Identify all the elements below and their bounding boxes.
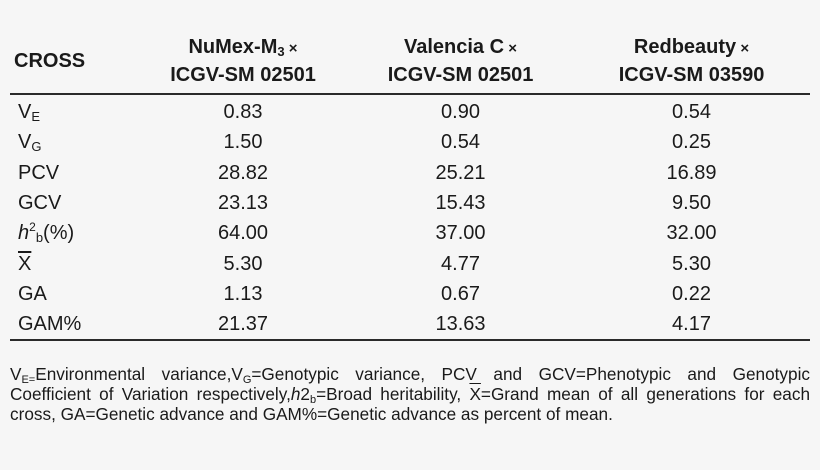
table-header-row: CROSS NuMex-M3 × ICGV-SM 02501 Valencia …: [10, 34, 810, 95]
subscript: b: [35, 230, 44, 246]
x-bar-symbol: X: [18, 252, 32, 275]
label-text: h: [18, 222, 30, 245]
subscript: b: [309, 394, 317, 406]
header-cross-1: NuMex-M3 × ICGV-SM 02501: [138, 34, 348, 95]
cell-value: 1.13: [223, 282, 263, 305]
row-label: VE: [10, 94, 138, 127]
cell-value: 1.50: [223, 131, 263, 154]
table-row-heritability: h2b(%) 64.00 37.00 32.00: [10, 218, 810, 248]
footnote-text: 2: [300, 384, 310, 404]
footnote-text: h: [290, 384, 301, 404]
header-cross-1-line1: NuMex-M3 ×: [138, 34, 348, 62]
cell-value: 37.00: [435, 222, 486, 245]
cell-value: 64.00: [217, 222, 269, 245]
row-label: h2b(%): [10, 218, 138, 248]
header-cross-1-line2: ICGV-SM 02501: [170, 64, 316, 86]
header-text: NuMex-M: [188, 36, 278, 58]
cell-value: 23.13: [217, 192, 269, 215]
cell-value: 5.30: [223, 252, 263, 275]
cell-value: 0.83: [223, 101, 263, 124]
header-cross-2-line1: Valencia C ×: [348, 34, 573, 62]
header-cross-3: Redbeauty × ICGV-SM 03590: [573, 34, 810, 95]
header-cross-2: Valencia C × ICGV-SM 02501: [348, 34, 573, 95]
subscript: E: [31, 109, 41, 125]
row-label: X: [10, 248, 138, 278]
footnote-text: =Broad heritability,: [316, 384, 470, 404]
header-text: Valencia C: [404, 36, 505, 58]
times-symbol: ×: [504, 40, 517, 57]
label-text: (%): [43, 222, 75, 245]
cell-value: 13.63: [348, 309, 573, 342]
row-label: PCV: [18, 161, 60, 184]
header-cross-3-line1: Redbeauty ×: [573, 34, 810, 62]
row-label: GCV: [18, 192, 62, 215]
header-cross: CROSS: [10, 34, 138, 95]
cell-value: 25.21: [435, 161, 486, 184]
subscript: E=: [21, 374, 36, 386]
table-row-pcv: PCV 28.82 25.21 16.89: [10, 158, 810, 188]
cell-value: 15.43: [435, 192, 486, 215]
cell-value: 0.54: [672, 101, 711, 124]
times-symbol: ×: [736, 40, 750, 57]
row-label: GAM%: [10, 309, 138, 342]
table-footnote: VE=Environmental variance,VG=Genotypic v…: [10, 364, 810, 424]
subscript: G: [31, 139, 42, 155]
x-bar-symbol: X: [469, 384, 481, 404]
cell-value: 0.22: [672, 282, 711, 305]
row-label: GA: [18, 282, 47, 305]
cell-value: 32.00: [666, 222, 717, 245]
cell-value: 0.25: [672, 131, 711, 154]
label-text: V: [18, 101, 32, 124]
row-label: VG: [10, 127, 138, 157]
cell-value: 9.50: [672, 192, 711, 215]
header-text: Redbeauty: [633, 36, 737, 58]
footnote-text: =Grand mean of all generations for each …: [10, 384, 811, 424]
cell-value: 5.30: [672, 252, 711, 275]
table-row-vg: VG 1.50 0.54 0.25: [10, 127, 810, 157]
label-text: V: [18, 131, 32, 154]
table-row-gcv: GCV 23.13 15.43 9.50: [10, 188, 810, 218]
table-row-gam: GAM% 21.37 13.63 4.17: [10, 309, 810, 342]
table-row-grand-mean: X 5.30 4.77 5.30: [10, 248, 810, 278]
header-cross-2-line2: ICGV-SM 02501: [387, 64, 534, 86]
cell-value: 0.90: [441, 101, 480, 124]
cell-value: 16.89: [666, 161, 717, 184]
table-row-ve: VE 0.83 0.90 0.54: [10, 94, 810, 127]
footnote-text: Environmental variance,V: [35, 364, 243, 384]
genetic-parameters-table: CROSS NuMex-M3 × ICGV-SM 02501 Valencia …: [10, 34, 810, 342]
header-cross-3-line2: ICGV-SM 03590: [618, 64, 765, 86]
cell-value: 4.77: [441, 252, 480, 275]
footnote-text: V: [10, 364, 22, 384]
cell-value: 0.54: [441, 131, 480, 154]
subscript: 3: [277, 44, 285, 59]
footnote-text: =Genotypic variance, PCV and GCV=Phenoty…: [10, 364, 810, 404]
superscript: 2: [29, 220, 36, 235]
subscript: G: [242, 374, 252, 386]
times-symbol: ×: [284, 40, 298, 57]
cell-value: 21.37: [138, 309, 348, 342]
results-table-container: CROSS NuMex-M3 × ICGV-SM 02501 Valencia …: [10, 34, 810, 342]
cell-value: 0.67: [441, 282, 480, 305]
cell-value: 28.82: [217, 161, 269, 184]
cell-value: 4.17: [573, 309, 810, 342]
table-row-ga: GA 1.13 0.67 0.22: [10, 279, 810, 309]
